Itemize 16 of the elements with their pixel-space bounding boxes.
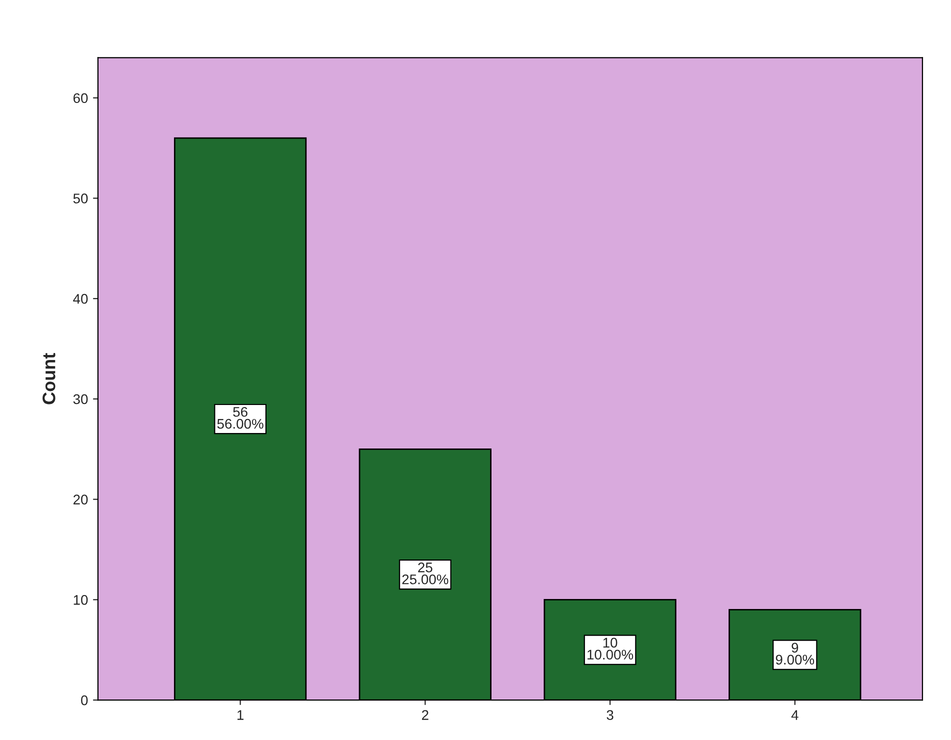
y-tick-label: 20	[73, 494, 88, 504]
data-label: 56 56.00%	[217, 406, 264, 429]
data-label: 10 10.00%	[588, 638, 634, 660]
x-tick-label: 2	[422, 710, 428, 720]
data-label: 9 9.00%	[776, 642, 814, 665]
x-tick-label: 4	[791, 710, 798, 720]
x-tick-label: 3	[606, 710, 614, 720]
data-label: 25 25.00%	[402, 562, 448, 584]
y-tick-label: 60	[73, 93, 88, 104]
x-tick-label: 1	[238, 710, 244, 720]
y-tick-label: 40	[73, 294, 88, 304]
y-tick-label: 10	[74, 595, 88, 605]
y-tick-label: 50	[73, 194, 88, 204]
y-tick-label: 0	[81, 695, 88, 706]
y-tick-label: 30	[73, 394, 88, 404]
y-axis-title: Count	[42, 353, 56, 404]
